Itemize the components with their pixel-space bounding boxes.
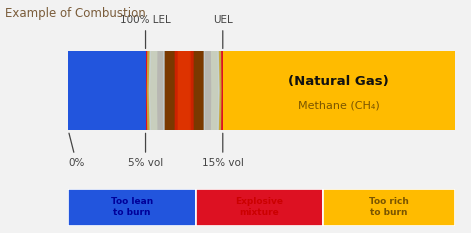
- Text: 5% vol: 5% vol: [128, 133, 163, 168]
- Text: Too lean
to burn: Too lean to burn: [111, 197, 153, 217]
- Text: Too rich
to burn: Too rich to burn: [369, 197, 409, 217]
- Polygon shape: [204, 0, 219, 233]
- Bar: [323, 189, 455, 226]
- Text: (Natural Gas): (Natural Gas): [288, 75, 389, 88]
- Ellipse shape: [179, 0, 190, 233]
- Polygon shape: [147, 0, 221, 233]
- Polygon shape: [158, 0, 211, 233]
- Text: 100% LEL: 100% LEL: [120, 15, 171, 48]
- Text: Explosive
mixture: Explosive mixture: [236, 197, 284, 217]
- Text: Methane (CH₄): Methane (CH₄): [298, 100, 380, 110]
- Bar: [196, 189, 323, 226]
- Text: Example of Combustion: Example of Combustion: [5, 7, 146, 20]
- Bar: [223, 51, 455, 130]
- Polygon shape: [149, 0, 164, 233]
- Polygon shape: [167, 0, 201, 233]
- Bar: [146, 51, 223, 130]
- Text: 0%: 0%: [68, 133, 85, 168]
- Bar: [68, 51, 146, 130]
- Text: 15% vol: 15% vol: [202, 133, 244, 168]
- Bar: [68, 189, 196, 226]
- Text: UEL: UEL: [213, 15, 233, 48]
